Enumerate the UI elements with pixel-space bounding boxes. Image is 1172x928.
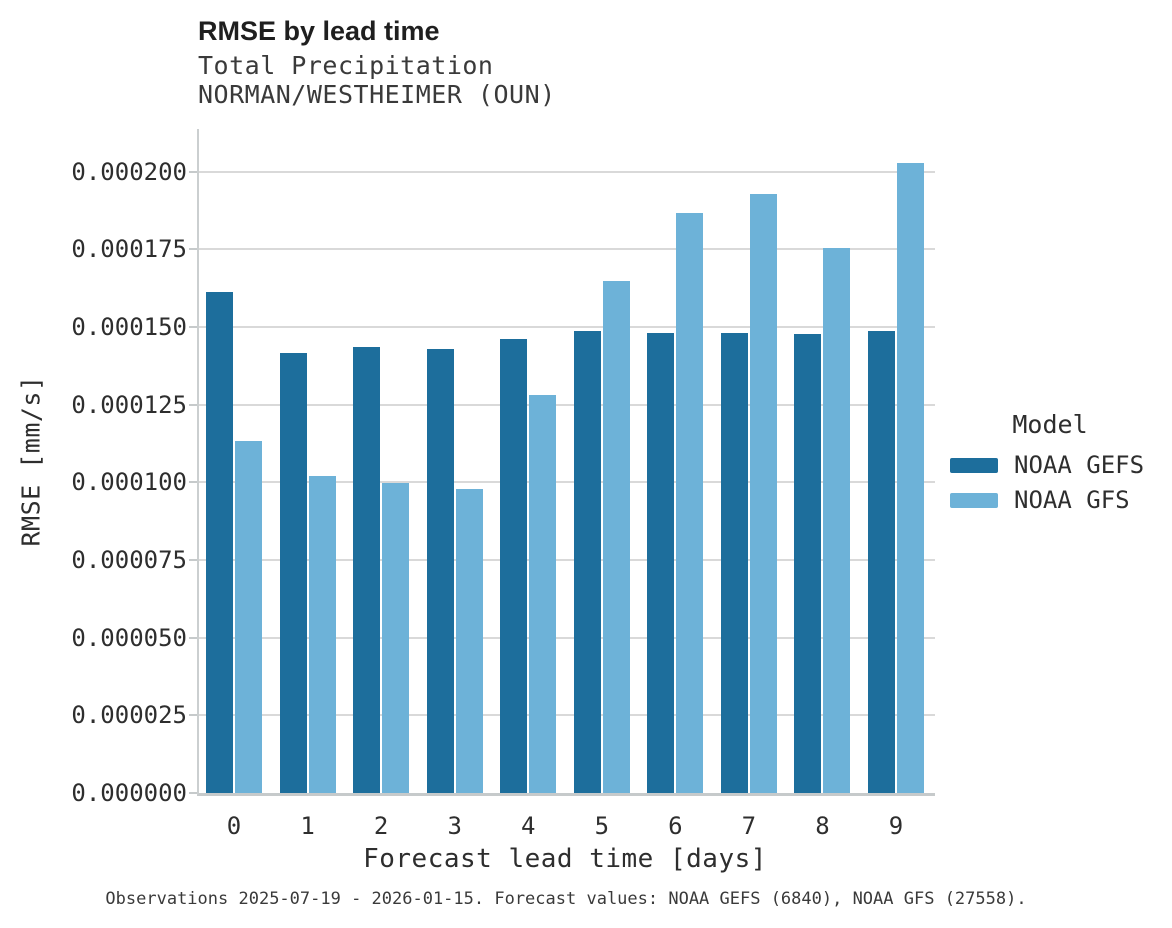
y-tick-mark: [189, 714, 197, 717]
legend: Model NOAA GEFS NOAA GFS: [950, 410, 1160, 514]
y-tick-mark: [189, 559, 197, 562]
y-tick-mark: [189, 481, 197, 484]
x-tick-label: 1: [300, 812, 315, 840]
y-tick-mark: [189, 636, 197, 639]
bar-noaa-gfs-lead-9: [897, 163, 925, 793]
x-tick-label: 5: [594, 812, 610, 840]
caption: Observations 2025-07-19 - 2026-01-15. Fo…: [105, 889, 1027, 909]
legend-title: Model: [1012, 410, 1088, 439]
plot-area: 0.000000 0.000025 0.000050 0.000075 0.000100…: [71, 129, 935, 840]
x-axis-label: Forecast lead time [days]: [363, 844, 767, 874]
gridline: [199, 170, 935, 173]
gridline: [199, 403, 935, 406]
bar-noaa-gefs-lead-9: [868, 331, 896, 793]
bar-noaa-gfs-lead-0: [235, 440, 262, 793]
y-tick-label: 0.000125: [71, 390, 187, 419]
bar-noaa-gefs-lead-0: [206, 292, 233, 793]
y-tick-label: 0.000000: [71, 779, 187, 807]
legend-swatch-icon: [950, 457, 998, 473]
gridline: [199, 326, 935, 329]
bar-noaa-gfs-lead-8: [823, 248, 851, 793]
bar-noaa-gfs-lead-5: [602, 281, 630, 793]
x-tick-label: 4: [521, 812, 536, 840]
x-tick-label: 9: [888, 812, 904, 840]
chart-title: RMSE by lead time: [198, 16, 440, 46]
legend-label: NOAA GFS: [1014, 486, 1130, 514]
y-tick-mark: [189, 326, 197, 329]
legend-entry-noaa-gefs: NOAA GEFS: [950, 451, 1160, 479]
x-tick-label: 6: [668, 812, 683, 840]
bar-noaa-gefs-lead-6: [647, 332, 675, 793]
legend-entries: NOAA GEFS NOAA GFS: [950, 451, 1160, 514]
gridline: [199, 248, 935, 251]
bar-noaa-gfs-lead-1: [308, 476, 336, 793]
bar-noaa-gfs-lead-3: [455, 488, 483, 793]
gridline: [199, 559, 935, 562]
x-tick-label: 8: [815, 812, 830, 840]
bar-noaa-gefs-lead-3: [426, 349, 454, 793]
bar-noaa-gfs-lead-7: [749, 194, 777, 793]
legend-entry-noaa-gfs: NOAA GFS: [950, 486, 1160, 514]
y-tick-label: 0.000075: [71, 546, 187, 575]
x-tick-label: 0: [226, 812, 242, 840]
bar-noaa-gefs-lead-1: [279, 352, 307, 793]
y-tick-label: 0.000150: [71, 313, 187, 342]
chart-subtitle-variable: Total Precipitation: [198, 51, 494, 80]
y-tick-mark: [189, 403, 197, 406]
y-tick-label: 0.000175: [71, 235, 187, 264]
gridline: [199, 481, 935, 484]
y-tick-mark: [189, 792, 197, 794]
gridline: [199, 636, 935, 639]
x-tick-label: 7: [741, 812, 757, 840]
x-tick-label: 2: [373, 812, 389, 840]
bar-noaa-gefs-lead-5: [573, 331, 601, 793]
y-tick-mark: [189, 248, 197, 251]
bar-noaa-gefs-lead-2: [353, 346, 381, 793]
bar-noaa-gfs-lead-4: [529, 395, 557, 793]
y-tick-label: 0.000025: [71, 701, 187, 730]
y-tick-label: 0.000050: [71, 623, 187, 652]
bar-noaa-gfs-lead-6: [676, 213, 704, 793]
legend-label: NOAA GEFS: [1014, 451, 1145, 479]
bar-noaa-gefs-lead-7: [720, 332, 748, 793]
bar-noaa-gefs-lead-8: [794, 333, 822, 793]
chart-subtitle-station: NORMAN/WESTHEIMER (OUN): [198, 80, 556, 109]
legend-swatch-icon: [950, 492, 998, 508]
bar-noaa-gfs-lead-2: [382, 482, 410, 793]
x-tick-label: 3: [447, 812, 462, 840]
y-tick-label: 0.000100: [71, 468, 187, 497]
y-tick-mark: [189, 170, 197, 173]
bar-noaa-gefs-lead-4: [500, 339, 528, 793]
gridline: [199, 714, 935, 717]
y-tick-label: 0.000200: [71, 157, 187, 186]
